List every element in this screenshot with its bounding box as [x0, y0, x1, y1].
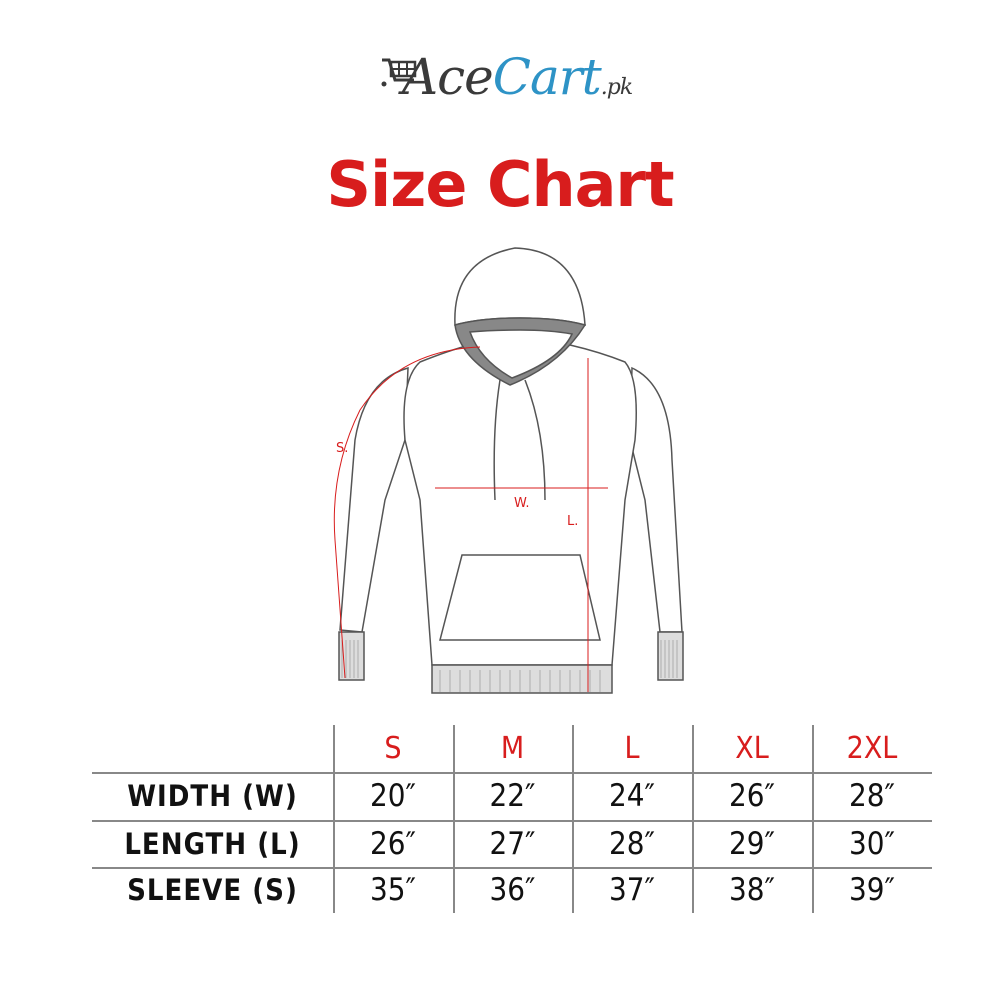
- size-value: 39″: [849, 872, 895, 908]
- sleeve-label: S.: [336, 441, 348, 456]
- hood: [454, 247, 586, 327]
- waistband: [431, 664, 613, 694]
- right-sleeve: [629, 366, 683, 633]
- size-column-header: L: [624, 731, 640, 766]
- measurement-label: WIDTH (W): [127, 779, 298, 813]
- width-label: W.: [514, 496, 530, 511]
- page-title: Size Chart: [326, 148, 674, 221]
- column-divider: [453, 725, 455, 913]
- size-column-header: S: [384, 731, 402, 766]
- shopping-cart-icon: [381, 58, 417, 87]
- row-divider: [92, 820, 932, 822]
- column-divider: [692, 725, 694, 913]
- measurement-label: LENGTH (L): [124, 826, 301, 861]
- measurement-label: SLEEVE (S): [127, 873, 298, 907]
- kangaroo-pocket: [439, 554, 601, 641]
- size-column-header: 2XL: [846, 731, 898, 766]
- size-value: 38″: [729, 872, 775, 908]
- length-label: L.: [567, 514, 578, 529]
- size-value: 29″: [729, 825, 775, 862]
- row-divider: [92, 772, 932, 774]
- left-sleeve: [339, 366, 409, 633]
- size-value: 26″: [370, 825, 416, 862]
- acecart-logo: AceCart.pk: [380, 48, 680, 118]
- column-divider: [333, 725, 335, 913]
- size-value: 28″: [609, 825, 655, 862]
- sleeve-measure-line: [333, 346, 481, 679]
- left-cuff: [338, 631, 365, 681]
- size-table: S M L XL 2XL WIDTH (W) 20″ 22″ 24″ 26″ 28″ LENGTH (…: [92, 725, 932, 913]
- size-value: 30″: [849, 825, 895, 862]
- row-divider: [92, 867, 932, 869]
- size-value: 22″: [489, 778, 536, 814]
- size-column-header: XL: [735, 731, 769, 766]
- hoodie-diagram: S. W. L.: [333, 247, 684, 694]
- size-value: 35″: [370, 872, 416, 908]
- size-value: 37″: [609, 872, 655, 908]
- size-column-header: M: [500, 731, 525, 766]
- column-divider: [812, 725, 814, 913]
- column-divider: [572, 725, 574, 913]
- size-value: 24″: [609, 778, 655, 814]
- size-value: 36″: [489, 872, 536, 908]
- size-value: 26″: [729, 778, 775, 814]
- size-value: 28″: [849, 778, 895, 814]
- right-cuff: [657, 631, 684, 681]
- size-value: 20″: [370, 778, 416, 814]
- size-value: 27″: [489, 825, 536, 862]
- logo-text: AceCart.pk: [402, 48, 633, 106]
